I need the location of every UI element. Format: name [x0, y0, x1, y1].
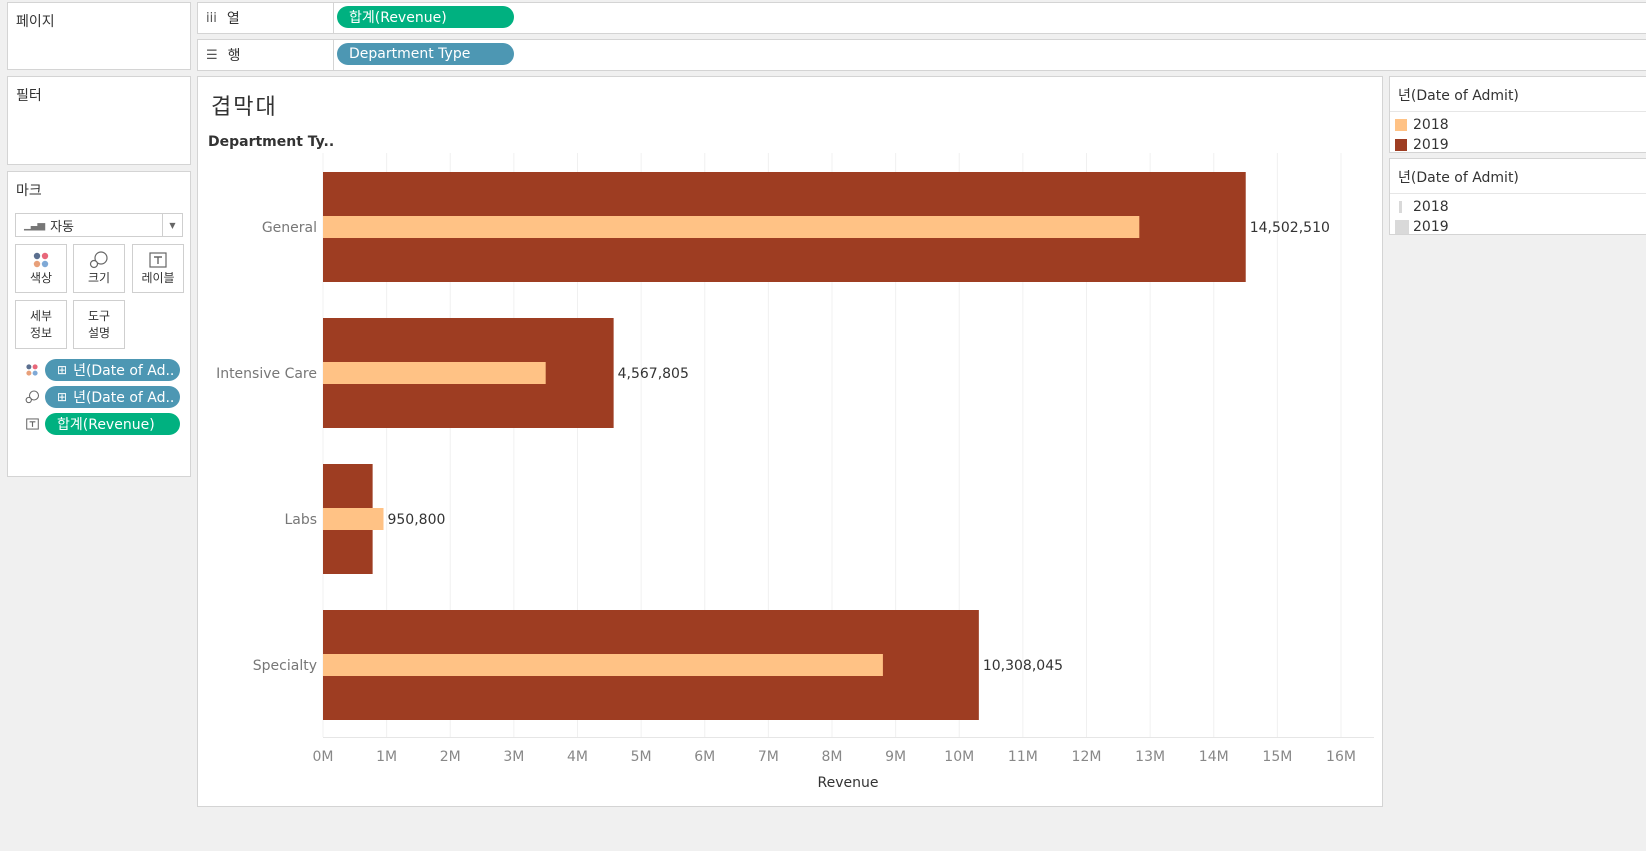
x-axis-title: Revenue — [818, 775, 879, 791]
color-dots-icon — [21, 363, 43, 377]
size-button-label: 크기 — [87, 271, 111, 285]
color-swatch — [1395, 139, 1407, 151]
filters-title: 필터 — [16, 88, 42, 104]
columns-icon: iii — [206, 10, 217, 26]
data-label: 10,308,045 — [983, 658, 1063, 674]
size-icon — [21, 390, 43, 404]
x-tick-label: 9M — [885, 749, 906, 765]
bar-2018 — [323, 362, 546, 384]
color-legend[interactable]: 년(Date of Admit) 2018 2019 — [1389, 76, 1646, 153]
color-dots-icon — [32, 250, 50, 270]
tooltip-button[interactable]: 도구 설명 — [73, 300, 125, 349]
filters-card[interactable]: 필터 — [7, 76, 191, 165]
x-tick-label: 6M — [694, 749, 715, 765]
size-swatch-large — [1395, 220, 1409, 234]
size-legend-item[interactable]: 2018 — [1390, 197, 1646, 217]
bar-2018 — [323, 654, 883, 676]
color-button-label: 색상 — [29, 271, 53, 285]
label-icon — [21, 418, 43, 430]
bar-2018 — [323, 216, 1140, 238]
x-tick-label: 5M — [631, 749, 652, 765]
bar-chart[interactable]: 0M 1M 2M 3M 4M 5M 6M 7M 8M 9M 10M 11M 12M 13M 14M 15M 16… — [198, 77, 1384, 808]
bar-chart-icon: ▁▃▅ — [24, 219, 45, 231]
x-tick-label: 8M — [822, 749, 843, 765]
marks-field-size: ⊞ 년(Date of Ad.. — [21, 385, 180, 409]
x-tick-label: 14M — [1199, 749, 1229, 765]
mark-type-dropdown[interactable]: ▁▃▅ 자동 ▼ — [15, 213, 183, 237]
color-button[interactable]: 색상 — [15, 244, 67, 293]
marks-title: 마크 — [16, 183, 42, 199]
size-field-label: 년(Date of Ad.. — [73, 390, 175, 406]
bar-2018 — [323, 508, 384, 530]
columns-field-pill[interactable]: 합계(Revenue) — [337, 6, 514, 28]
color-swatch — [1395, 119, 1407, 131]
chevron-down-icon[interactable]: ▼ — [162, 214, 182, 236]
size-swatch-small — [1399, 201, 1402, 213]
size-button[interactable]: 크기 — [73, 244, 125, 293]
plus-box-icon: ⊞ — [57, 390, 68, 404]
plus-box-icon: ⊞ — [57, 363, 68, 377]
category-label: Specialty — [253, 658, 317, 674]
x-tick-label: 13M — [1135, 749, 1165, 765]
row-field-header[interactable]: Department Ty.. — [208, 134, 335, 150]
rows-shelf-label: ☰ 행 — [198, 40, 334, 70]
size-legend-label: 2018 — [1413, 199, 1449, 215]
rows-field-pill[interactable]: Department Type — [337, 43, 514, 65]
detail-button-label-1: 세부 — [29, 308, 53, 323]
x-tick-label: 10M — [944, 749, 974, 765]
marks-field-color: ⊞ 년(Date of Ad.. — [21, 358, 180, 382]
rows-label: 행 — [227, 48, 241, 64]
pages-title: 페이지 — [16, 14, 55, 30]
size-legend-item[interactable]: 2019 — [1390, 217, 1646, 237]
detail-button[interactable]: 세부 정보 — [15, 300, 67, 349]
color-legend-item[interactable]: 2018 — [1390, 115, 1646, 135]
pages-card[interactable]: 페이지 — [7, 2, 191, 70]
size-icon — [89, 250, 109, 270]
sheet-title: 겹막대 — [211, 95, 278, 120]
size-legend[interactable]: 년(Date of Admit) 2018 2019 — [1389, 158, 1646, 235]
size-legend-title: 년(Date of Admit) — [1390, 159, 1646, 194]
tooltip-button-label-2: 설명 — [87, 325, 111, 340]
x-tick-label: 15M — [1262, 749, 1292, 765]
tooltip-button-label-1: 도구 — [87, 308, 111, 323]
category-label: Intensive Care — [216, 366, 317, 382]
label-icon — [149, 250, 167, 270]
data-label: 14,502,510 — [1250, 220, 1330, 236]
columns-label: 열 — [226, 11, 240, 27]
size-legend-label: 2019 — [1413, 219, 1449, 235]
x-tick-label: 3M — [503, 749, 524, 765]
color-field-pill[interactable]: ⊞ 년(Date of Ad.. — [45, 359, 180, 381]
mark-type-label: 자동 — [50, 219, 74, 235]
color-legend-label: 2019 — [1413, 137, 1449, 153]
x-tick-label: 2M — [440, 749, 461, 765]
viz-canvas[interactable]: 겹막대 Department Ty.. 0M 1M 2M 3M 4M 5M 6M 7M 8M 9M… — [197, 76, 1383, 807]
columns-shelf-label: iii 열 — [198, 3, 334, 33]
x-tick-label: 0M — [313, 749, 334, 765]
color-legend-label: 2018 — [1413, 117, 1449, 133]
data-label: 4,567,805 — [618, 366, 689, 382]
columns-shelf[interactable]: iii 열 합계(Revenue) — [197, 2, 1646, 34]
x-tick-label: 4M — [567, 749, 588, 765]
data-label: 950,800 — [387, 512, 445, 528]
label-field-label: 합계(Revenue) — [57, 417, 155, 433]
x-tick-label: 11M — [1008, 749, 1038, 765]
color-legend-title: 년(Date of Admit) — [1390, 77, 1646, 112]
marks-field-label: 합계(Revenue) — [21, 412, 180, 436]
label-field-pill[interactable]: 합계(Revenue) — [45, 413, 180, 435]
color-legend-item[interactable]: 2019 — [1390, 135, 1646, 155]
color-field-label: 년(Date of Ad.. — [73, 363, 175, 379]
category-label: Labs — [284, 512, 317, 528]
detail-button-label-2: 정보 — [29, 325, 53, 340]
category-label: General — [262, 220, 317, 236]
x-tick-label: 12M — [1072, 749, 1102, 765]
x-tick-label: 7M — [758, 749, 779, 765]
size-field-pill[interactable]: ⊞ 년(Date of Ad.. — [45, 386, 180, 408]
x-tick-label: 1M — [376, 749, 397, 765]
label-button-label: 레이블 — [141, 271, 175, 285]
marks-card: 마크 ▁▃▅ 자동 ▼ 색상 크기 레이블 — [7, 171, 191, 477]
rows-shelf[interactable]: ☰ 행 Department Type — [197, 39, 1646, 71]
x-tick-label: 16M — [1326, 749, 1356, 765]
label-button[interactable]: 레이블 — [132, 244, 184, 293]
rows-icon: ☰ — [206, 47, 218, 63]
